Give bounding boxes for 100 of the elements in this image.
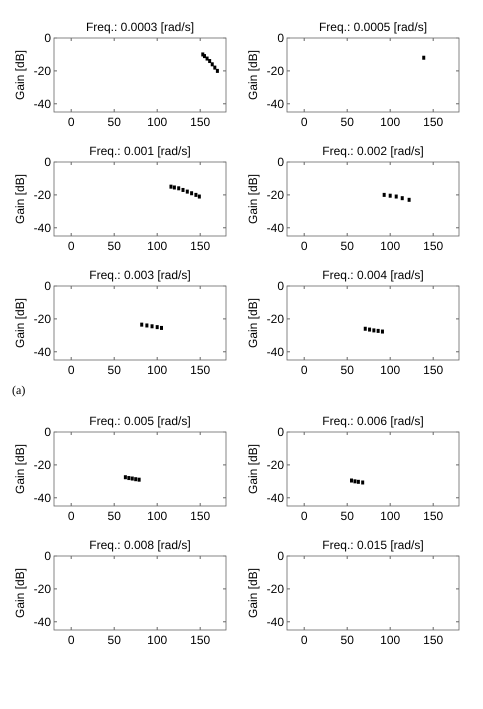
y-axis-title: Gain [dB] — [13, 298, 27, 348]
y-tick-label: -20 — [266, 64, 284, 78]
x-tick-label: 100 — [380, 633, 401, 647]
x-tick-label: 50 — [340, 363, 354, 377]
x-tick-label: 100 — [147, 509, 168, 523]
y-axis-title: Gain [dB] — [246, 568, 260, 618]
y-axis-title: Gain [dB] — [13, 444, 27, 494]
x-tick-label: 100 — [147, 363, 168, 377]
y-tick-label: 0 — [277, 279, 284, 294]
x-tick-label: 0 — [68, 115, 75, 129]
y-axis-title: Gain [dB] — [246, 444, 260, 494]
y-tick-label: -20 — [34, 64, 52, 78]
x-tick-label: 50 — [340, 239, 354, 253]
y-tick-label: -20 — [34, 312, 52, 326]
y-tick-label: 0 — [277, 155, 284, 170]
y-tick-label: -40 — [266, 614, 284, 629]
x-tick-label: 50 — [108, 509, 122, 523]
y-axis-title: Gain [dB] — [13, 568, 27, 618]
x-tick-label: 0 — [68, 363, 75, 377]
x-tick-label: 0 — [300, 239, 308, 253]
x-tick-label: 50 — [340, 115, 354, 129]
x-tick-label: 50 — [108, 633, 122, 647]
point — [182, 188, 184, 192]
y-axis-title: Gain [dB] — [246, 50, 260, 100]
point — [216, 68, 219, 73]
y-tick-label: -40 — [34, 490, 52, 505]
chart-title: Freq.: 0.003 [rad/s] — [89, 268, 191, 282]
y-tick-label: -40 — [266, 96, 284, 111]
y-tick-label: 0 — [44, 31, 52, 46]
x-tick-label: 150 — [190, 509, 211, 523]
y-tick-label: 0 — [44, 279, 52, 294]
y-axis-title: Gain [dB] — [13, 174, 27, 224]
x-tick-label: 100 — [147, 115, 168, 129]
chart-title: Freq.: 0.001 [rad/s] — [89, 144, 191, 158]
y-tick-label: -40 — [34, 344, 52, 359]
y-axis-title: Gain [dB] — [246, 298, 260, 348]
y-tick-label: 0 — [277, 425, 284, 440]
y-tick-label: -20 — [266, 188, 284, 202]
chart-title: Freq.: 0.005 [rad/s] — [89, 414, 191, 428]
chart-title: Freq.: 0.006 [rad/s] — [322, 414, 424, 428]
y-tick-label: 0 — [44, 155, 52, 170]
chart-title: Freq.: 0.008 [rad/s] — [89, 538, 191, 552]
x-tick-label: 0 — [300, 509, 308, 523]
text: (a) — [12, 383, 26, 397]
point — [177, 186, 180, 190]
y-tick-label: 0 — [44, 425, 52, 440]
y-tick-label: -20 — [34, 582, 52, 596]
y-tick-label: -20 — [34, 458, 52, 472]
y-tick-label: -20 — [266, 582, 284, 596]
point — [198, 194, 201, 199]
x-tick-label: 0 — [300, 633, 308, 647]
x-tick-label: 150 — [190, 239, 211, 253]
point — [210, 62, 214, 66]
x-tick-label: 50 — [340, 633, 354, 647]
point — [169, 184, 172, 189]
point — [206, 56, 209, 61]
y-axis-title: Gain [dB] — [246, 174, 260, 224]
y-axis-title: Gain [dB] — [13, 50, 27, 100]
chart-title: Freq.: 0.004 [rad/s] — [322, 268, 424, 282]
chart-title: Freq.: 0.015 [rad/s] — [322, 538, 424, 552]
x-tick-label: 50 — [108, 239, 122, 253]
point — [190, 191, 194, 196]
y-tick-label: -40 — [34, 96, 52, 111]
x-tick-label: 150 — [423, 363, 444, 377]
y-tick-label: -40 — [266, 490, 284, 505]
x-tick-label: 50 — [340, 509, 354, 523]
x-tick-label: 100 — [147, 633, 168, 647]
x-tick-label: 100 — [147, 239, 168, 253]
chart-title: Freq.: 0.0005 [rad/s] — [318, 20, 428, 34]
y-tick-label: 0 — [277, 31, 284, 46]
x-tick-label: 150 — [423, 239, 444, 253]
x-tick-label: 150 — [190, 363, 211, 377]
x-tick-label: 0 — [300, 115, 308, 129]
x-tick-label: 150 — [423, 633, 444, 647]
y-tick-label: -40 — [34, 220, 52, 235]
x-tick-label: 150 — [423, 115, 444, 129]
y-tick-label: -40 — [34, 614, 52, 629]
x-tick-label: 0 — [68, 509, 75, 523]
x-tick-label: 150 — [423, 509, 444, 523]
y-tick-label: -40 — [266, 344, 284, 359]
y-tick-label: 0 — [277, 549, 284, 564]
y-tick-label: -20 — [266, 458, 284, 472]
chart-title: Freq.: 0.0003 [rad/s] — [86, 20, 194, 34]
point — [208, 59, 212, 64]
y-tick-label: -20 — [34, 188, 52, 202]
y-tick-label: -40 — [266, 220, 284, 235]
x-tick-label: 0 — [300, 363, 308, 377]
x-tick-label: 100 — [380, 239, 401, 253]
y-tick-label: 0 — [44, 549, 52, 564]
x-tick-label: 150 — [190, 115, 211, 129]
point — [194, 192, 198, 197]
x-tick-label: 50 — [108, 363, 122, 377]
x-tick-label: 50 — [108, 115, 122, 129]
x-tick-label: 150 — [190, 633, 211, 647]
point — [213, 66, 216, 70]
point — [186, 190, 189, 194]
x-tick-label: 100 — [380, 115, 401, 129]
x-tick-label: 100 — [380, 363, 401, 377]
point — [172, 185, 176, 190]
x-tick-label: 0 — [68, 633, 75, 647]
